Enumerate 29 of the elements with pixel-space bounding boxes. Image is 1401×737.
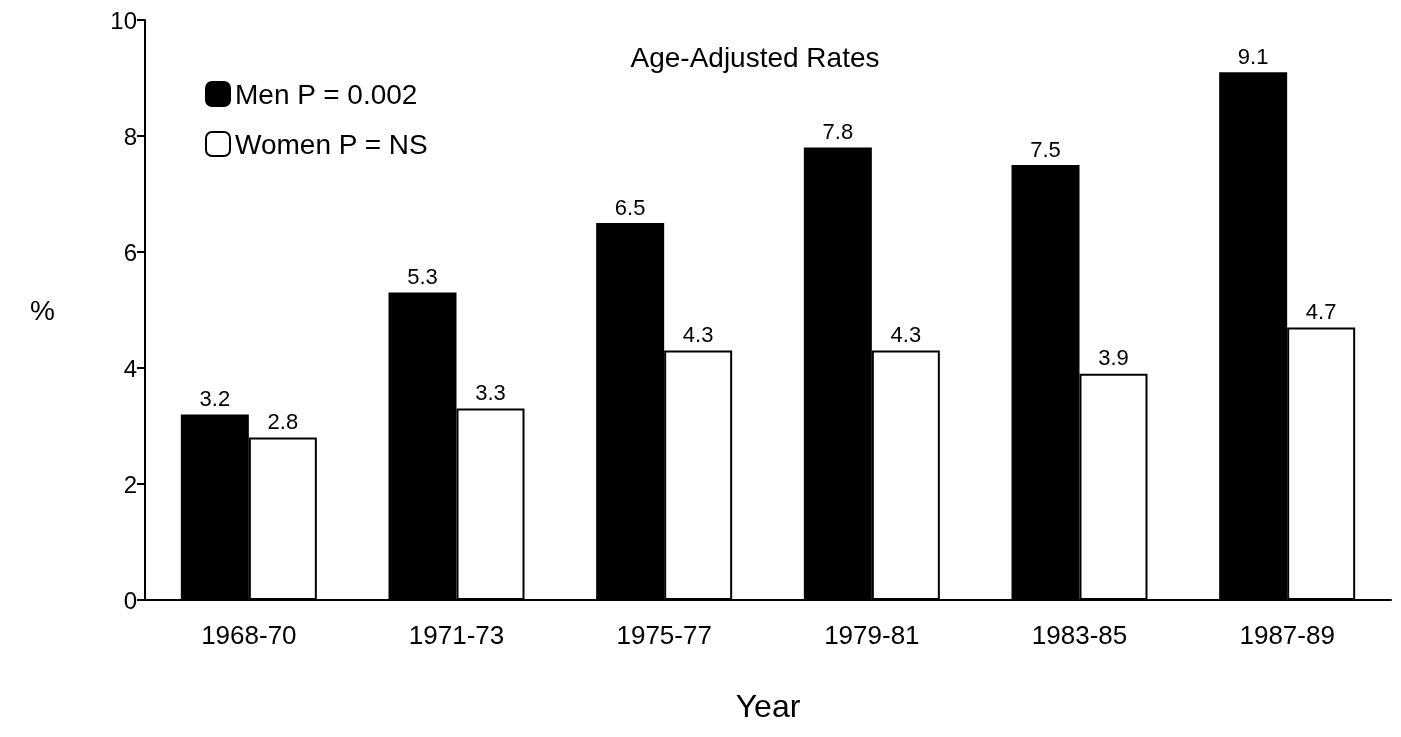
y-tick-label: 4	[123, 354, 137, 382]
y-tick-label: 6	[123, 238, 137, 266]
data-label: 4.7	[1305, 298, 1337, 324]
data-label: 3.2	[199, 385, 231, 411]
y-tick-label: 0	[123, 586, 137, 614]
y-tick-label: 2	[123, 470, 137, 498]
y-axis-title: %	[30, 294, 55, 326]
data-label: 4.3	[682, 322, 714, 348]
data-label: 2.8	[267, 409, 299, 435]
x-tick-label: 1983-85	[1031, 620, 1128, 650]
data-label: 9.1	[1237, 43, 1269, 69]
data-label: 4.3	[890, 322, 922, 348]
legend-label: Men P = 0.002	[235, 78, 418, 110]
x-tick-label: 1968-70	[201, 620, 297, 650]
y-tick-label: 8	[123, 122, 137, 150]
legend-label: Women P = NS	[235, 128, 428, 160]
data-label: 6.5	[614, 194, 646, 220]
x-tick-label: 1975-77	[616, 620, 712, 650]
x-tick-label: 1979-81	[824, 620, 920, 650]
x-axis-title: Year	[735, 688, 801, 724]
data-label: 3.9	[1098, 345, 1129, 371]
data-label: 5.3	[407, 264, 438, 290]
text: Age-Adjusted Rates	[630, 41, 880, 73]
x-tick-label: 1987-89	[1239, 620, 1335, 650]
x-tick-label: 1971-73	[408, 620, 505, 650]
data-label: 7.5	[1030, 136, 1061, 162]
data-label: 3.3	[475, 380, 506, 406]
y-tick-label: 10	[110, 6, 137, 34]
data-label: 7.8	[822, 119, 854, 145]
